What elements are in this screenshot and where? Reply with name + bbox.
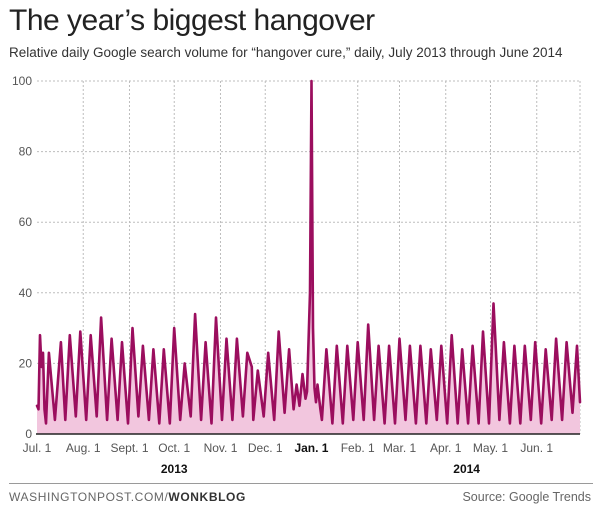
x-tick-label: Aug. 1 bbox=[66, 441, 101, 455]
x-tick-label: Apr. 1 bbox=[430, 441, 462, 455]
x-tick-label: Sept. 1 bbox=[110, 441, 148, 455]
footer-divider bbox=[9, 483, 593, 484]
publisher-url: WASHINGTONPOST.COM/ bbox=[9, 490, 169, 504]
x-tick-label: Jul. 1 bbox=[23, 441, 52, 455]
x-tick-label: Dec. 1 bbox=[248, 441, 283, 455]
publisher-credit: WASHINGTONPOST.COM/WONKBLOG bbox=[9, 490, 246, 504]
x-tick-label: Feb. 1 bbox=[341, 441, 375, 455]
line-layer bbox=[35, 79, 582, 425]
year-label: 2014 bbox=[453, 462, 480, 476]
y-tick-label: 60 bbox=[19, 215, 33, 229]
x-tick-label: Jan. 1 bbox=[294, 441, 328, 455]
gridlines bbox=[37, 80, 581, 434]
x-tick-label: Jun. 1 bbox=[520, 441, 553, 455]
y-tick-label: 40 bbox=[19, 286, 33, 300]
x-tick-labels: Jul. 1 Aug. 1 Sept. 1 Oct. 1 Nov. 1 Dec. 1 Jan… bbox=[23, 441, 554, 455]
series-line bbox=[35, 79, 582, 425]
x-tick-label: Oct. 1 bbox=[158, 441, 190, 455]
y-tick-label: 80 bbox=[19, 145, 33, 159]
y-axis: 0 20 40 60 80 100 bbox=[12, 74, 32, 441]
chart-title: The year’s biggest hangover bbox=[9, 4, 375, 37]
year-labels: 2013 2014 bbox=[161, 462, 480, 476]
publisher-brand: WONKBLOG bbox=[168, 490, 246, 504]
x-tick-label: Mar. 1 bbox=[383, 441, 417, 455]
x-tick-label: Nov. 1 bbox=[204, 441, 238, 455]
year-label: 2013 bbox=[161, 462, 188, 476]
y-tick-label: 0 bbox=[25, 427, 32, 441]
data-source: Source: Google Trends bbox=[462, 490, 591, 504]
chart-subtitle: Relative daily Google search volume for … bbox=[9, 45, 563, 60]
y-tick-label: 20 bbox=[19, 356, 33, 370]
y-tick-label: 100 bbox=[12, 74, 32, 88]
x-tick-label: May. 1 bbox=[473, 441, 508, 455]
